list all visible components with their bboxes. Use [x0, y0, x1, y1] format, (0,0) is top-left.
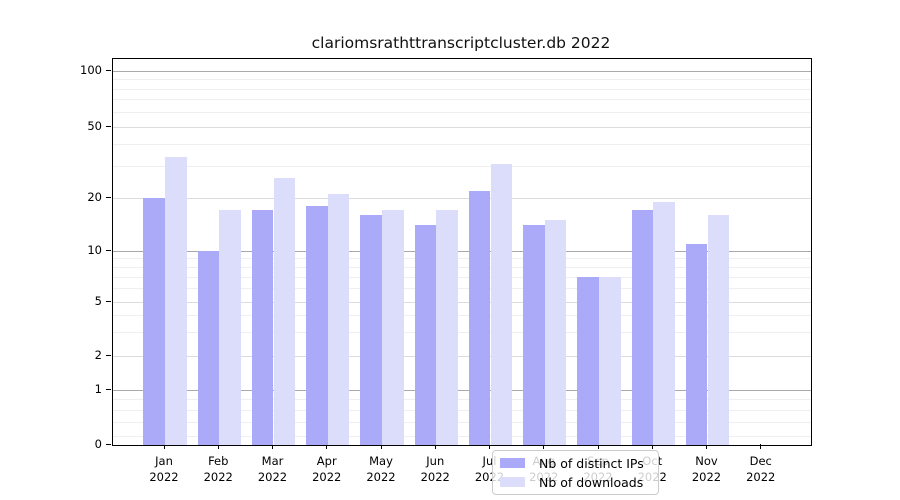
gridline-5 [113, 301, 811, 303]
gridline-50 [113, 126, 811, 128]
y-axis-label-5: 5 [94, 294, 102, 308]
legend: Nb of distinct IPs Nb of downloads [492, 450, 659, 495]
gridline-8 [113, 266, 811, 268]
gridline-0.7 [113, 422, 811, 424]
legend-row-downloads: Nb of downloads [493, 474, 658, 490]
bar-downloads-jun [436, 210, 458, 445]
gridline-6 [113, 288, 811, 290]
bar-downloads-jan [165, 156, 187, 445]
gridline-2 [113, 355, 811, 357]
legend-label-distinct-ips: Nb of distinct IPs [539, 455, 644, 471]
x-axis-tick-dec [760, 444, 762, 449]
gridline-10 [113, 250, 811, 252]
legend-swatch-downloads [500, 477, 525, 487]
gridline-0.8 [113, 410, 811, 412]
y-axis-tick-1 [106, 388, 111, 390]
gridline-4 [113, 314, 811, 316]
x-axis-tick-aug [543, 444, 545, 449]
x-axis-tick-jul [489, 444, 491, 449]
x-axis-label-jun: Jun 2022 [420, 454, 450, 484]
x-axis-tick-oct [651, 444, 653, 449]
x-axis-tick-apr [326, 444, 328, 449]
gridline-40 [113, 143, 811, 145]
gridline-20 [113, 197, 811, 199]
x-axis-tick-nov [706, 444, 708, 449]
gridline-0.9 [113, 399, 811, 401]
legend-swatch-distinct-ips [500, 458, 525, 468]
y-axis-tick-0 [106, 443, 111, 445]
x-axis-tick-jan [163, 444, 165, 449]
legend-row-distinct-ips: Nb of distinct IPs [493, 455, 658, 471]
bar-distinct-ips-aug [523, 225, 545, 445]
x-axis-label-mar: Mar 2022 [257, 454, 288, 484]
gridline-80 [113, 88, 811, 90]
bar-downloads-mar [273, 177, 296, 445]
bar-downloads-feb [219, 210, 241, 445]
x-axis-label-apr: Apr 2022 [312, 454, 342, 484]
x-axis-tick-sep [597, 444, 599, 449]
x-axis-label-dec: Dec 2022 [746, 454, 776, 484]
bar-distinct-ips-jan [143, 198, 165, 445]
y-axis-label-2: 2 [94, 348, 102, 362]
gridline-0.6 [113, 436, 811, 438]
y-axis-tick-50 [106, 125, 111, 127]
bar-distinct-ips-may [360, 215, 382, 445]
bar-distinct-ips-oct [631, 210, 654, 445]
bar-downloads-apr [327, 194, 350, 445]
plot-area: Nb of distinct IPs Nb of downloads [112, 58, 812, 495]
bar-downloads-sep [599, 277, 621, 445]
x-axis-label-nov: Nov 2022 [691, 454, 722, 484]
y-axis-label-100: 100 [80, 63, 102, 77]
x-axis-label-feb: Feb 2022 [203, 454, 233, 484]
x-axis-label-may: May 2022 [366, 454, 396, 484]
chart-title: clariomsrathttranscriptcluster.db 2022 [311, 34, 611, 52]
legend-label-downloads: Nb of downloads [539, 474, 644, 490]
gridline-90 [113, 79, 811, 80]
bar-distinct-ips-jun [414, 225, 437, 445]
x-axis-tick-may [380, 444, 382, 449]
y-axis-tick-5 [106, 300, 111, 302]
bar-distinct-ips-jul [468, 190, 491, 445]
bar-downloads-oct [653, 201, 675, 445]
bar-distinct-ips-apr [306, 206, 328, 445]
bar-distinct-ips-sep [577, 277, 599, 445]
x-axis-label-jan: Jan 2022 [149, 454, 179, 484]
y-axis-tick-10 [106, 249, 111, 251]
y-axis-label-50: 50 [87, 119, 102, 133]
x-axis-tick-feb [217, 444, 219, 449]
gridline-30 [113, 166, 811, 168]
bar-downloads-aug [544, 219, 567, 445]
x-axis-tick-mar [272, 444, 274, 449]
y-axis-label-20: 20 [87, 190, 102, 204]
y-axis-label-0: 0 [94, 437, 102, 451]
y-axis-tick-100 [106, 69, 111, 71]
y-axis-label-1: 1 [94, 382, 102, 396]
gridline-1 [113, 389, 811, 391]
bar-distinct-ips-nov [685, 243, 708, 445]
gridline-7 [113, 276, 811, 278]
gridline-9 [113, 258, 811, 260]
y-axis-tick-2 [106, 354, 111, 356]
y-axis-tick-20 [106, 196, 111, 198]
bar-distinct-ips-feb [197, 251, 220, 445]
gridline-100 [113, 70, 811, 72]
gridline-3 [113, 331, 811, 333]
y-axis-label-10: 10 [87, 243, 102, 257]
bar-downloads-may [382, 210, 404, 445]
bar-downloads-nov [707, 215, 730, 445]
gridline-60 [113, 111, 811, 113]
bar-downloads-jul [490, 164, 513, 445]
gridline-70 [113, 99, 811, 101]
bar-distinct-ips-mar [251, 210, 274, 445]
x-axis-tick-jun [434, 444, 436, 449]
